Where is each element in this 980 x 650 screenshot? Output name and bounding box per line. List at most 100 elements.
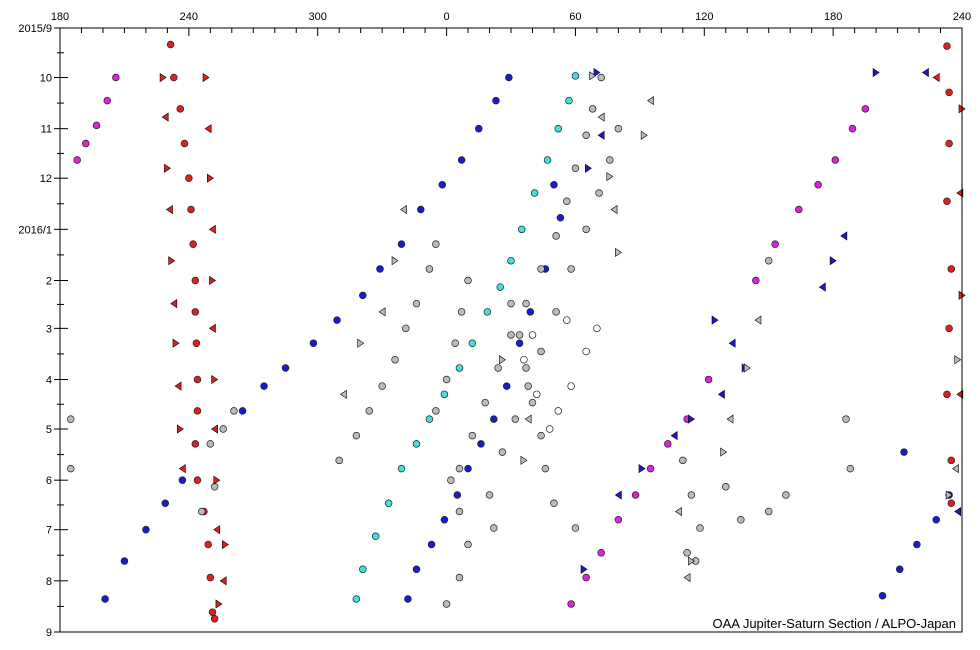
data-point-s1-0	[505, 73, 513, 82]
data-point-s6-11	[670, 431, 678, 441]
data-point-s4-46	[522, 364, 530, 372]
data-point-s4-20	[524, 382, 532, 390]
data-point-s4-38	[455, 507, 464, 516]
data-point-s6-14	[580, 564, 588, 574]
data-point-s2-10	[455, 364, 464, 372]
data-point-s1-8	[359, 291, 367, 300]
data-point-s4-21	[511, 415, 520, 423]
data-point-s8-13	[647, 96, 654, 106]
data-point-s6-1	[597, 130, 605, 140]
data-point-s7-6	[172, 338, 180, 348]
data-point-s4-30	[352, 431, 361, 440]
data-point-s0-1	[170, 73, 178, 82]
data-point-s4-5	[552, 232, 560, 240]
data-point-s3-9	[795, 205, 803, 214]
x-tick-label: 240	[953, 11, 971, 23]
data-point-s8-4	[615, 247, 622, 257]
data-point-s0-24	[945, 324, 953, 333]
data-point-s4-18	[552, 308, 560, 316]
data-point-s7-13	[208, 224, 216, 234]
y-tick-label: 12	[40, 173, 52, 185]
data-point-s1-4	[438, 181, 447, 189]
data-point-s4-27	[391, 355, 399, 364]
data-point-s0-4	[185, 174, 193, 182]
data-point-s0-25	[943, 390, 951, 399]
data-point-s0-8	[191, 308, 200, 316]
data-point-s0-20	[945, 88, 953, 97]
data-point-s4-28	[378, 382, 386, 390]
data-point-s3-14	[664, 440, 672, 448]
data-point-s0-16	[206, 573, 215, 582]
x-axis: 180 240 300 0 60 120 180 240	[51, 11, 971, 36]
data-point-s5-8	[528, 331, 537, 339]
data-point-s6-5	[818, 282, 826, 292]
data-point-s0-13	[193, 476, 202, 484]
data-point-s4-12	[455, 464, 464, 473]
data-point-s8-5	[400, 204, 407, 215]
data-point-s0-23	[947, 265, 956, 273]
data-point-s7-0	[159, 72, 167, 83]
data-point-s4-25	[412, 299, 421, 308]
data-point-s3-12	[704, 375, 713, 384]
data-point-s7-4	[168, 256, 176, 266]
data-point-s1-20	[932, 516, 940, 524]
data-point-s1-34	[440, 516, 449, 524]
data-point-s1-5	[417, 205, 425, 214]
data-point-s1-31	[477, 440, 485, 448]
data-point-s4-70	[764, 256, 773, 265]
data-point-s8-1	[597, 112, 605, 122]
data-point-s8-6	[391, 256, 399, 266]
data-point-s8-12	[520, 455, 528, 465]
data-point-s1-17	[120, 557, 129, 565]
data-point-s1-3	[457, 156, 466, 164]
data-point-s1-22	[895, 565, 904, 574]
data-point-s4-19	[537, 347, 545, 356]
data-point-s8-19	[674, 506, 682, 517]
data-point-s1-6	[397, 240, 406, 248]
data-point-s6-15	[921, 67, 929, 78]
data-point-s0-7	[191, 276, 200, 285]
data-point-s1-18	[101, 595, 109, 603]
data-point-s7-19	[213, 525, 221, 535]
data-point-s4-67	[66, 464, 75, 473]
data-point-s8-16	[743, 363, 751, 373]
data-point-s6-2	[585, 163, 592, 173]
data-point-s0-5	[187, 205, 195, 214]
y-tick-label: 2	[46, 275, 52, 287]
data-point-s6-3	[840, 231, 848, 241]
y-tick-label: 3	[46, 323, 52, 335]
data-point-s3-7	[831, 156, 840, 164]
x-tick-label: 60	[569, 11, 581, 23]
data-point-s1-7	[376, 265, 384, 273]
data-point-s4-52	[206, 440, 215, 448]
data-point-s7-5	[170, 299, 178, 309]
data-point-s4-29	[365, 407, 374, 415]
data-point-s4-9	[494, 364, 502, 372]
data-point-s1-33	[453, 491, 462, 499]
data-point-s8-24	[945, 490, 953, 500]
data-point-s1-16	[142, 525, 150, 534]
y-tick-label: 10	[40, 73, 52, 85]
data-point-s1-32	[464, 464, 472, 473]
data-point-s4-13	[614, 124, 623, 133]
data-point-s4-11	[468, 431, 477, 440]
x-tick-label: 180	[51, 11, 69, 23]
data-point-s2-13	[412, 440, 421, 448]
data-point-s1-1	[492, 96, 500, 105]
data-point-s2-0	[571, 72, 580, 80]
data-point-s7-12	[207, 173, 214, 183]
data-point-s8-21	[683, 572, 691, 583]
data-point-s8-17	[726, 414, 734, 424]
data-point-s6-12	[638, 464, 646, 474]
data-point-s0-22	[943, 197, 951, 206]
data-point-s5-5	[582, 347, 590, 356]
data-point-s5-7	[563, 316, 571, 324]
data-point-s3-2	[92, 121, 101, 130]
x-tick-label: 180	[824, 11, 842, 23]
data-point-s4-54	[230, 407, 238, 415]
data-point-s4-62	[722, 483, 730, 491]
data-point-s2-7	[496, 283, 505, 291]
data-point-s7-23	[932, 72, 940, 83]
data-point-s7-15	[208, 323, 216, 333]
